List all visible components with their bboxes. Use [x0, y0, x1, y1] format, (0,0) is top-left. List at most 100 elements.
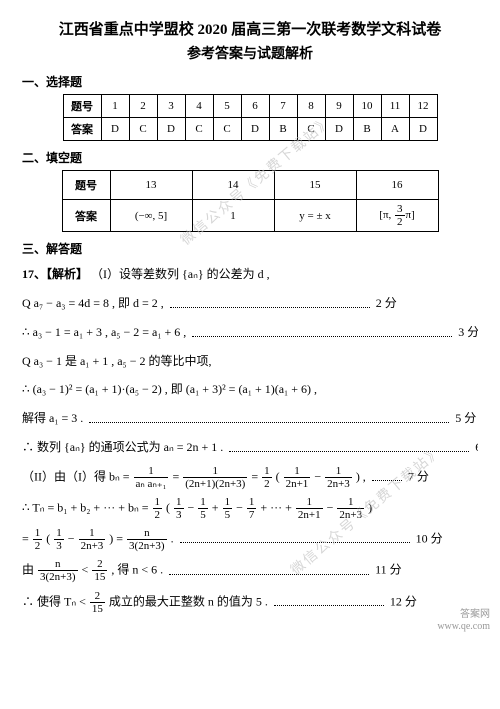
fib-num: 14	[192, 171, 274, 200]
mc-num: 3	[157, 95, 185, 118]
mc-ans: C	[297, 118, 325, 141]
frac-f2: 1(2n+1)(2n+3)	[183, 465, 247, 490]
table-row: 答案 (−∞, 5] 1 y = ± x [π, 32π]	[62, 200, 438, 232]
frac-13: 13	[54, 527, 64, 552]
frac-f3b: 12n+3	[79, 527, 106, 552]
leader-dots	[170, 301, 370, 308]
frac-13: 13	[174, 496, 184, 521]
mc-num: 11	[381, 95, 409, 118]
fib-num: 15	[274, 171, 356, 200]
mc-ans: B	[353, 118, 381, 141]
mc-ans: A	[381, 118, 409, 141]
step-text: Q a₃ − 1 是 a₁ + 1 , a₅ − 2 的等比中项,	[22, 354, 212, 368]
pi-a: π,	[383, 209, 394, 221]
step-text: Q a₇ − a₃ = 4d = 8 , 即 d = 2 ,	[22, 296, 164, 310]
mc-row-label: 答案	[63, 118, 101, 141]
frac-215: 215	[92, 558, 107, 583]
mc-num: 9	[325, 95, 353, 118]
fib-row-label: 题号	[62, 171, 110, 200]
fib-ans: 1	[192, 200, 274, 232]
mc-ans: D	[409, 118, 437, 141]
page-subtitle: 参考答案与试题解析	[22, 43, 478, 63]
tn-prefix: ∴ Tₙ = b₁ + b₂ + ··· + bₙ =	[22, 500, 152, 514]
mc-ans: C	[185, 118, 213, 141]
step-4: ∴ (a₃ − 1)² = (a₁ + 1)·(a₅ − 2) , 即 (a₁ …	[22, 378, 478, 401]
step-text: ∴ a₃ − 1 = a₁ + 3 , a₅ − 2 = a₁ + 6 ,	[22, 325, 186, 339]
corner-line1: 答案网	[437, 609, 490, 621]
part2-intro: （II）由（I）得 bₙ =	[22, 469, 133, 483]
eq11-prefix: 由	[22, 563, 37, 577]
step-text: 解得 a₁ = 3 .	[22, 411, 83, 425]
mc-table: 题号 1 2 3 4 5 6 7 8 9 10 11 12 答案 D C D C…	[63, 94, 438, 141]
mc-num: 12	[409, 95, 437, 118]
frac-15: 15	[223, 496, 233, 521]
mc-row-label: 题号	[63, 95, 101, 118]
table-row: 题号 13 14 15 16	[62, 171, 438, 200]
frac-fn: n3(2n+3)	[127, 527, 167, 552]
frac-15: 15	[198, 496, 208, 521]
eq12-line: ∴ 使得 Tₙ < 215 成立的最大正整数 n 的值为 5 . 12 分	[22, 590, 478, 615]
fib-num: 13	[110, 171, 192, 200]
frac-f3b: 12n+3	[337, 496, 364, 521]
eq12-mid: 成立的最大正整数 n 的值为 5 .	[109, 594, 268, 608]
frac-3-2: 32	[395, 203, 405, 228]
mc-ans: B	[269, 118, 297, 141]
step-score: 7 分	[408, 469, 429, 483]
corner-line2: www.qe.com	[437, 621, 490, 633]
frac-half: 12	[33, 527, 43, 552]
step-6: ∴ 数列 {aₙ} 的通项公式为 aₙ = 2n + 1 . 6 分	[22, 436, 478, 459]
mc-num: 1	[101, 95, 129, 118]
step-1: Q a₇ − a₃ = 4d = 8 , 即 d = 2 , 2 分	[22, 292, 478, 315]
q17-intro: （I）设等差数列 {aₙ} 的公差为 d ,	[91, 267, 270, 281]
step-score: 3 分	[458, 325, 478, 339]
eq10-line: = 12 ( 13 − 12n+3 ) = n3(2n+3) . 10 分	[22, 527, 478, 552]
mc-num: 4	[185, 95, 213, 118]
mc-num: 5	[213, 95, 241, 118]
step-2: ∴ a₃ − 1 = a₁ + 3 , a₅ − 2 = a₁ + 6 , 3 …	[22, 321, 478, 344]
leader-dots	[89, 416, 449, 423]
table-row: 答案 D C D C C D B C D B A D	[63, 118, 437, 141]
frac-f3a: 12n+1	[296, 496, 323, 521]
eq11-mid: , 得 n < 6 .	[111, 563, 163, 577]
mc-ans: D	[101, 118, 129, 141]
eq12-prefix: ∴ 使得 Tₙ <	[22, 594, 89, 608]
section-free-heading: 三、解答题	[22, 240, 478, 257]
leader-dots	[372, 474, 402, 481]
section-fib-heading: 二、填空题	[22, 149, 478, 166]
q17-label: 17、【解析】	[22, 267, 88, 281]
frac-f3b: 12n+3	[325, 465, 352, 490]
mc-num: 8	[297, 95, 325, 118]
frac-f3a: 12n+1	[284, 465, 311, 490]
fib-table: 题号 13 14 15 16 答案 (−∞, 5] 1 y = ± x [π, …	[62, 170, 439, 232]
leader-dots	[274, 599, 384, 606]
fib-ans-16: [π, 32π]	[356, 200, 438, 232]
frac-f1: 1aₙ aₙ₊₁	[134, 465, 169, 490]
bracket-close: ]	[411, 209, 415, 221]
mc-num: 6	[241, 95, 269, 118]
mc-num: 7	[269, 95, 297, 118]
mc-ans: D	[325, 118, 353, 141]
corner-watermark: 答案网 www.qe.com	[437, 609, 490, 633]
leader-dots	[180, 536, 410, 543]
step-score: 6 分	[475, 440, 478, 454]
mc-ans: D	[157, 118, 185, 141]
step-3: Q a₃ − 1 是 a₁ + 1 , a₅ − 2 的等比中项,	[22, 350, 478, 373]
step-score: 10 分	[416, 531, 443, 545]
step-score: 2 分	[376, 296, 397, 310]
frac-17: 17	[247, 496, 257, 521]
mc-num: 10	[353, 95, 381, 118]
frac-half: 12	[153, 496, 163, 521]
fib-ans: (−∞, 5]	[110, 200, 192, 232]
frac-half: 12	[262, 465, 272, 490]
part2-line: （II）由（I）得 bₙ = 1aₙ aₙ₊₁ = 1(2n+1)(2n+3) …	[22, 465, 478, 490]
frac-215: 215	[90, 590, 105, 615]
tn-line: ∴ Tₙ = b₁ + b₂ + ··· + bₙ = 12 ( 13 − 15…	[22, 496, 478, 521]
step-score: 5 分	[455, 411, 476, 425]
step-score: 12 分	[390, 594, 417, 608]
mc-ans: C	[129, 118, 157, 141]
step-score: 11 分	[375, 563, 402, 577]
leader-dots	[229, 445, 469, 452]
eq11-line: 由 n3(2n+3) < 215 , 得 n < 6 . 11 分	[22, 558, 478, 583]
leader-dots	[169, 567, 369, 574]
leader-dots	[192, 329, 452, 336]
